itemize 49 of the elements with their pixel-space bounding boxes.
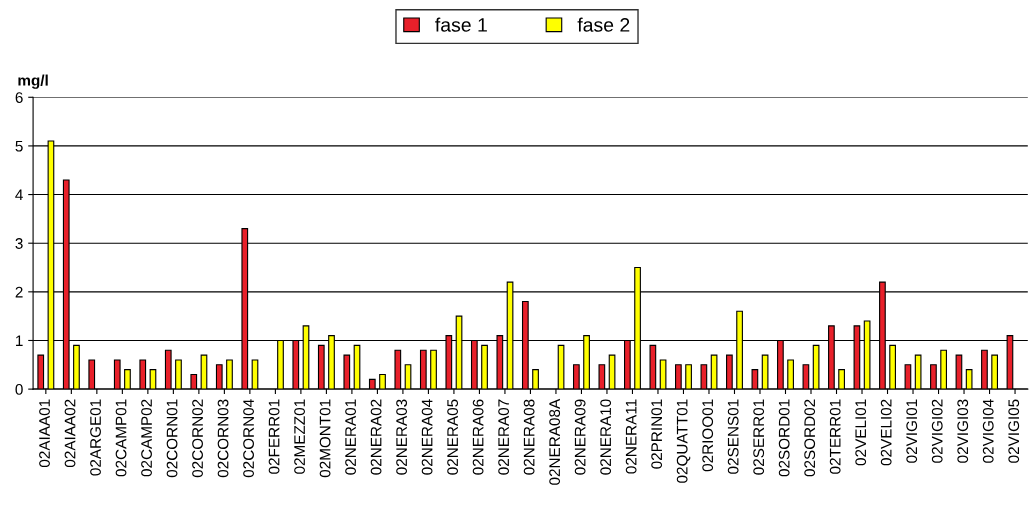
x-tick-label: 02QUATT01: [676, 399, 691, 483]
x-tick-label: 02CORN01: [166, 399, 178, 478]
x-tick-label: 02MEZZ01: [294, 399, 305, 474]
x-tick-label: 02AIAA02: [64, 399, 76, 468]
y-tick-label: 1: [16, 335, 23, 347]
x-tick-label: 02VIGI01: [906, 399, 918, 463]
x-tick-label: 02NERA07: [498, 399, 510, 475]
x-tick-label: 02NERA04: [421, 399, 433, 475]
x-tick-label: 02RIOO01: [702, 399, 714, 472]
x-tick-label: 02NERA05: [447, 399, 459, 475]
x-tick-label: 02MONT01: [319, 399, 331, 478]
x-tick-label: 02NERA03: [396, 399, 408, 475]
y-tick-label: 0: [15, 383, 23, 395]
x-tick-label: 02SERR01: [753, 399, 765, 475]
x-tick-label: 02SORD01: [778, 399, 790, 477]
x-tick-label: 02NERA01: [345, 399, 357, 475]
y-tick-label: 6: [15, 92, 23, 103]
x-tick-label: 02AIAA01: [39, 399, 50, 468]
x-tick-label: 02PRIN01: [651, 399, 663, 469]
x-tick-label: 02CORN02: [192, 399, 203, 478]
x-tick-label: 02CAMP01: [115, 399, 127, 477]
x-tick-label: 02ARGE01: [90, 399, 101, 476]
x-tick-label: 02CAMP02: [141, 399, 152, 477]
x-tick-label: 02CORN03: [217, 399, 229, 478]
y-tick-label: 2: [15, 286, 23, 298]
x-tick-label: 02TERR01: [829, 399, 841, 474]
x-tick-label: 02SENS01: [727, 399, 739, 474]
y-tick-label: 4: [15, 189, 23, 201]
x-tick-label: 02FERR01: [268, 399, 280, 474]
x-tick-label: 02VIGI02: [931, 399, 943, 463]
x-tick-label: 02NERA02: [370, 399, 382, 475]
legend-label: fase 1: [435, 17, 487, 32]
x-tick-label: 02NERA11: [625, 399, 637, 474]
x-tick-label: 02VIGI04: [982, 399, 994, 463]
y-tick-label: 5: [15, 140, 23, 152]
x-tick-label: 02SORD02: [804, 399, 816, 477]
legend-label: fase 2: [577, 17, 630, 32]
x-tick-label: 02NERA08: [523, 399, 535, 475]
y-tick-label: 3: [15, 238, 23, 249]
y-axis-title: mg/l: [18, 74, 48, 89]
x-tick-label: 02VIGI05: [1008, 399, 1020, 463]
x-tick-label: 02NERA08A: [549, 398, 561, 485]
x-tick-label: 02CORN04: [243, 399, 254, 478]
x-tick-label: 02NERA06: [472, 399, 484, 475]
x-tick-label: 02VIGI03: [957, 399, 969, 463]
x-tick-label: 02VELI02: [880, 399, 892, 466]
x-tick-label: 02NERA10: [600, 399, 612, 475]
x-tick-label: 02NERA09: [574, 399, 586, 475]
x-tick-label: 02VELI01: [855, 399, 867, 466]
